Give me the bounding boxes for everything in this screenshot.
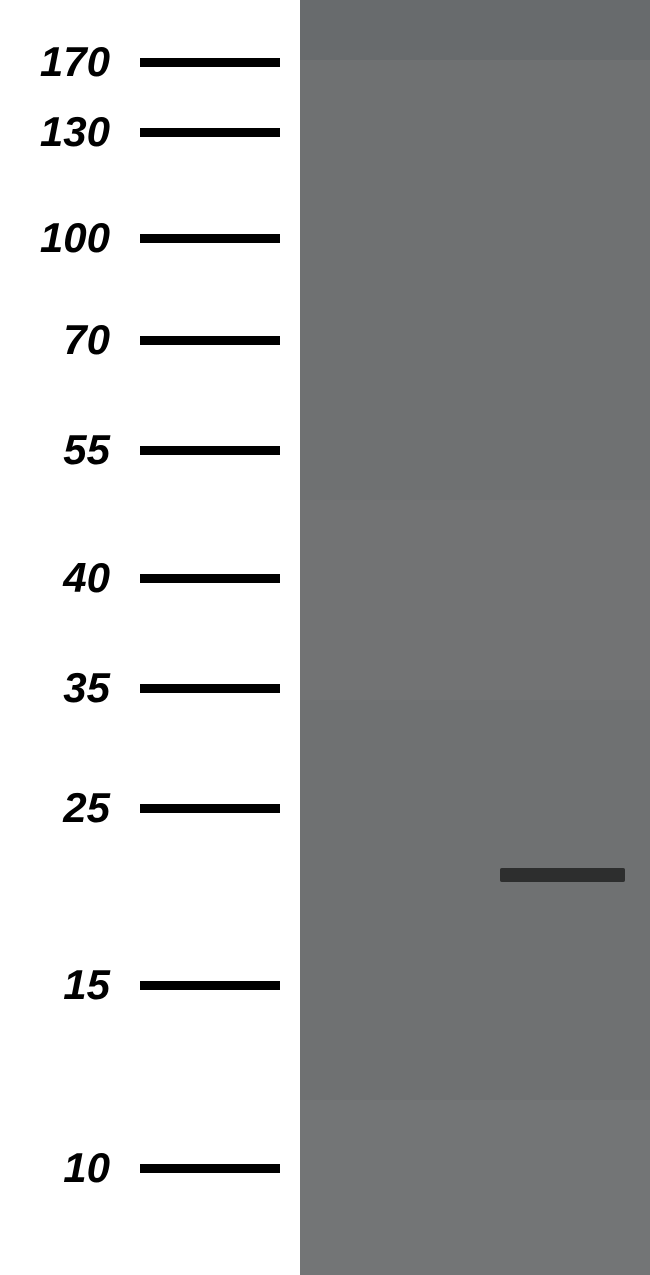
marker-label: 40 (20, 557, 110, 599)
western-blot-figure: 170 130 100 70 55 40 35 25 15 10 (0, 0, 650, 1275)
marker-label: 70 (20, 319, 110, 361)
blot-membrane (300, 0, 650, 1275)
marker-tick (140, 981, 280, 990)
marker-tick (140, 684, 280, 693)
marker-tick (140, 234, 280, 243)
marker-tick (140, 574, 280, 583)
marker-label: 55 (20, 429, 110, 471)
protein-band (500, 868, 625, 882)
marker-label: 10 (20, 1147, 110, 1189)
marker-label: 130 (20, 111, 110, 153)
blot-shading (300, 1100, 650, 1275)
marker-label: 100 (20, 217, 110, 259)
marker-label: 25 (20, 787, 110, 829)
marker-tick (140, 58, 280, 67)
marker-tick (140, 446, 280, 455)
marker-tick (140, 804, 280, 813)
marker-label: 35 (20, 667, 110, 709)
marker-tick (140, 1164, 280, 1173)
marker-label: 15 (20, 964, 110, 1006)
blot-shading (300, 500, 650, 700)
marker-tick (140, 128, 280, 137)
marker-label: 170 (20, 41, 110, 83)
blot-shading (300, 0, 650, 60)
marker-tick (140, 336, 280, 345)
